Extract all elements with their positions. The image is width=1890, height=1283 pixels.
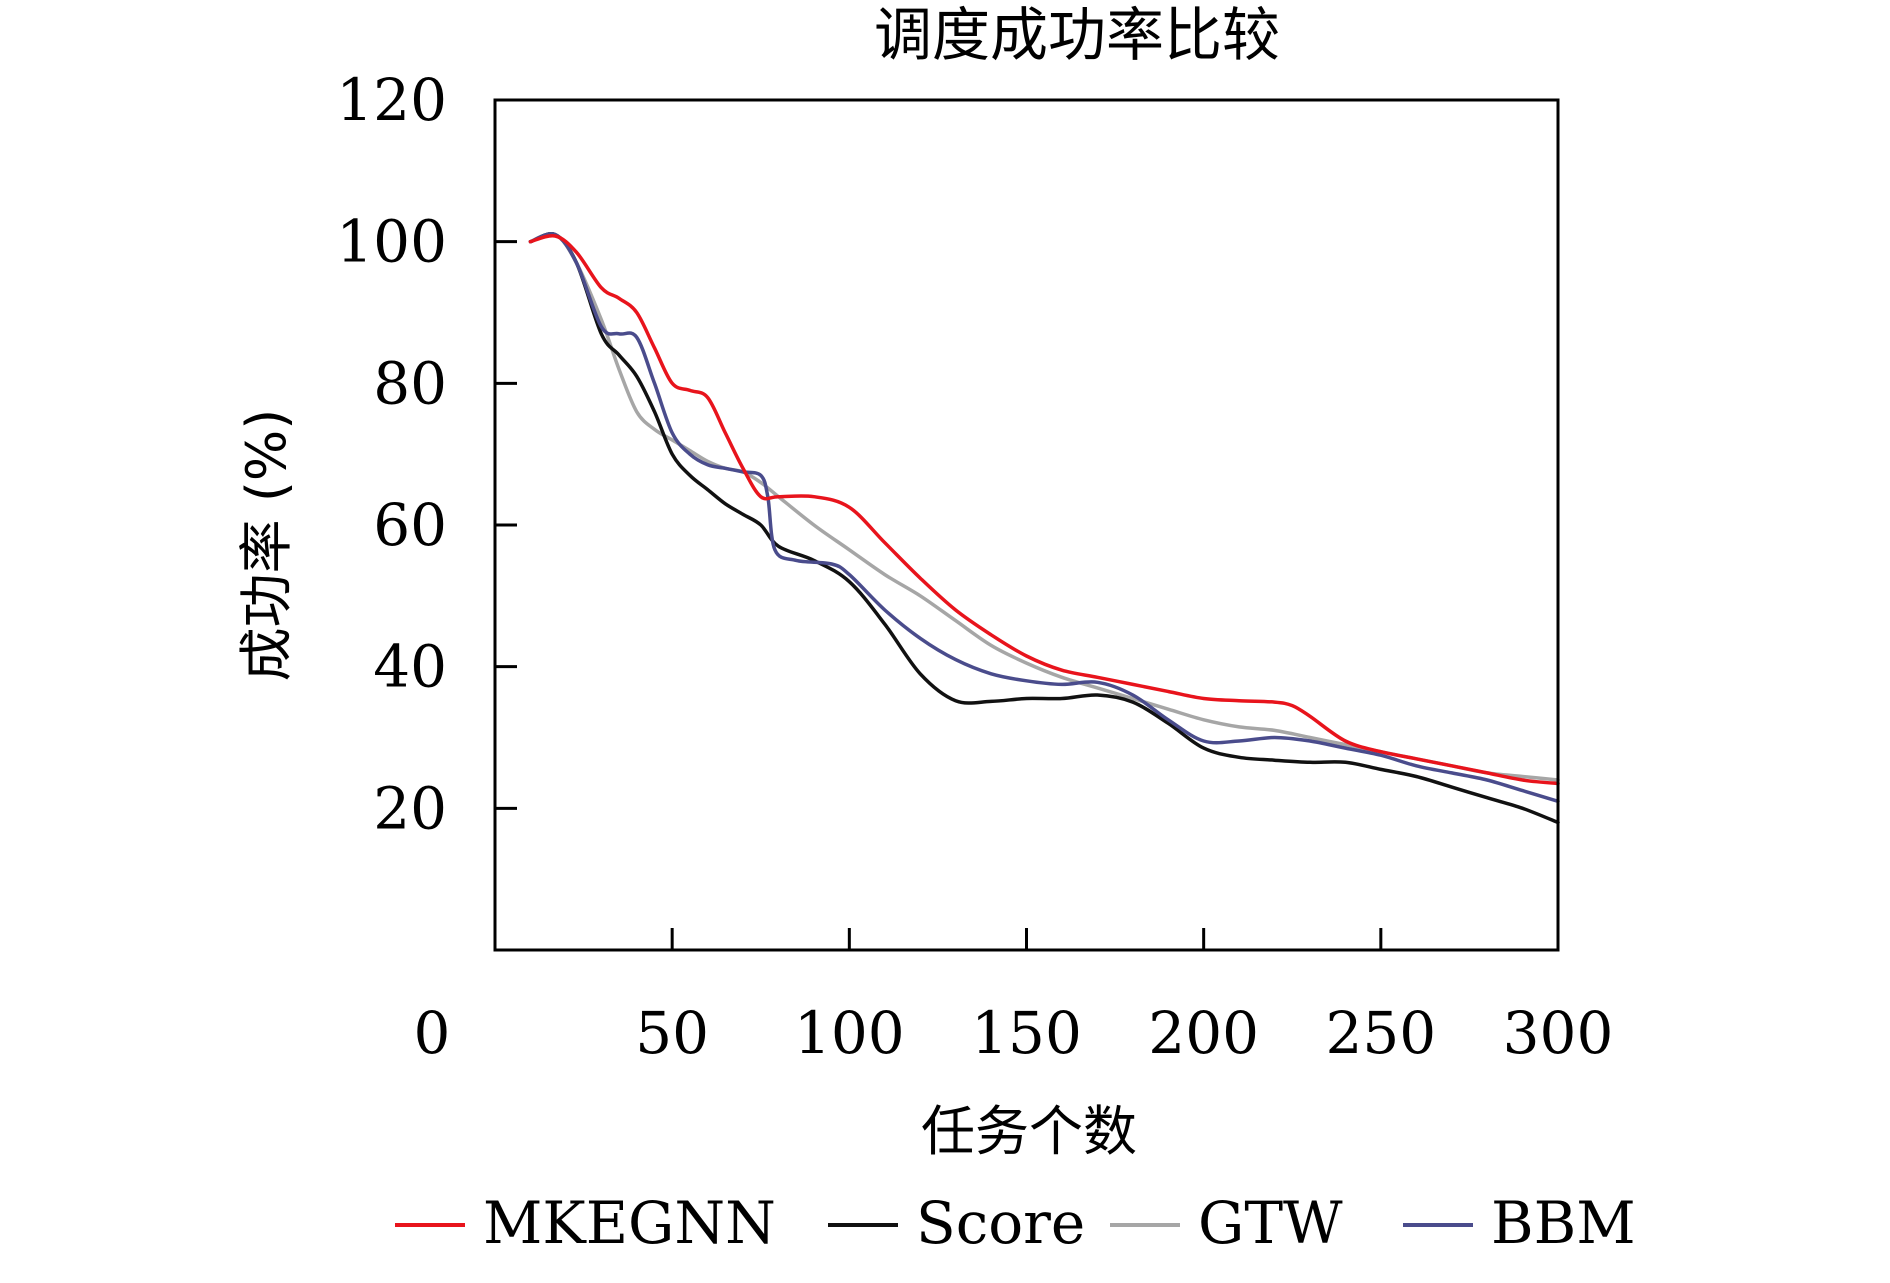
x-tick-label: 100: [794, 999, 905, 1067]
series-line-bbm: [528, 232, 1560, 804]
series-line-gtw: [528, 232, 1560, 782]
legend: MKEGNN Score GTW BBM: [395, 1189, 1636, 1257]
x-tick-label: 250: [1325, 999, 1436, 1067]
x-tick-label: 300: [1503, 999, 1614, 1067]
legend-label-gtw: GTW: [1198, 1189, 1343, 1257]
y-axis-ticks: 20 40 60 80 100 120: [336, 66, 517, 842]
legend-label-bbm: BBM: [1491, 1189, 1636, 1257]
y-tick-label: 80: [373, 349, 447, 417]
legend-label-score: Score: [916, 1189, 1085, 1257]
y-tick-label: 100: [336, 208, 447, 276]
y-tick-label: 40: [373, 633, 447, 701]
plot-area-frame: [493, 98, 1560, 952]
x-tick-label: 200: [1148, 999, 1259, 1067]
x-axis-title: 任务个数: [921, 1100, 1137, 1163]
y-axis-title: 成功率 (%): [235, 409, 298, 682]
x-tick-label: 150: [971, 999, 1082, 1067]
y-tick-label: 120: [336, 66, 447, 134]
chart-title: 调度成功率比较: [874, 1, 1280, 69]
x-axis-ticks: 0 50 100 150 200 250 300: [414, 928, 1614, 1067]
y-tick-label: 20: [373, 774, 447, 842]
legend-label-mkegnn: MKEGNN: [483, 1189, 776, 1257]
series-lines: [528, 232, 1560, 825]
series-line-score: [528, 232, 1560, 825]
series-line-mkegnn: [528, 233, 1560, 786]
x-tick-label: 50: [635, 999, 709, 1067]
y-tick-label: 60: [373, 491, 447, 559]
x-tick-label: 0: [414, 999, 451, 1067]
